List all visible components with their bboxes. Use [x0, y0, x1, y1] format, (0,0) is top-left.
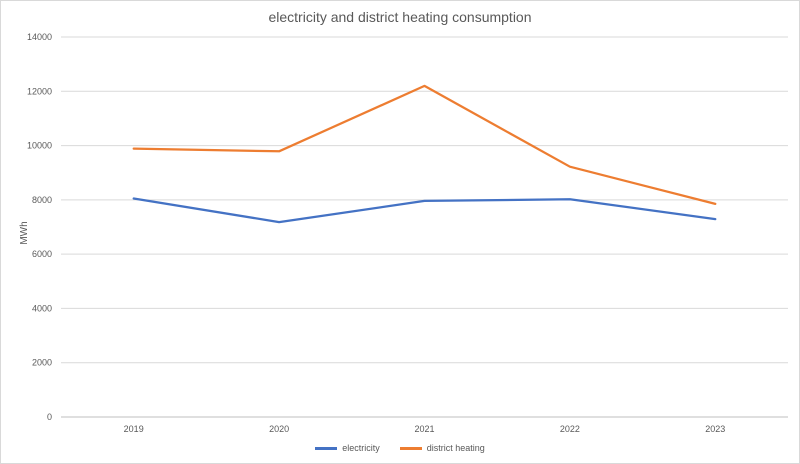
legend-item-district-heating: district heating [399, 443, 485, 453]
y-tick-label-10000: 10000 [27, 141, 52, 151]
x-tick-label-2019: 2019 [124, 424, 144, 434]
series-line-electricity [132, 197, 717, 224]
x-tick-label-2021: 2021 [414, 424, 434, 434]
y-tick-label-14000: 14000 [27, 32, 52, 42]
legend-item-electricity: electricity [315, 443, 380, 453]
legend: electricity district heating [0, 443, 800, 453]
x-tick-label-2020: 2020 [269, 424, 289, 434]
y-tick-label-8000: 8000 [32, 195, 52, 205]
legend-swatch-electricity [315, 446, 338, 450]
x-tick-label-2022: 2022 [560, 424, 580, 434]
y-tick-label-4000: 4000 [32, 303, 52, 313]
y-tick-label-0: 0 [47, 412, 52, 422]
legend-label-electricity: electricity [342, 443, 380, 453]
y-tick-label-6000: 6000 [32, 249, 52, 259]
legend-label-district-heating: district heating [426, 443, 485, 453]
series-line-district-heating [132, 84, 717, 206]
chart-title: electricity and district heating consump… [268, 9, 532, 25]
y-tick-label-2000: 2000 [32, 358, 52, 368]
legend-swatch-district-heating [399, 446, 422, 450]
x-tick-label-2023: 2023 [705, 424, 725, 434]
y-tick-label-12000: 12000 [27, 86, 52, 96]
